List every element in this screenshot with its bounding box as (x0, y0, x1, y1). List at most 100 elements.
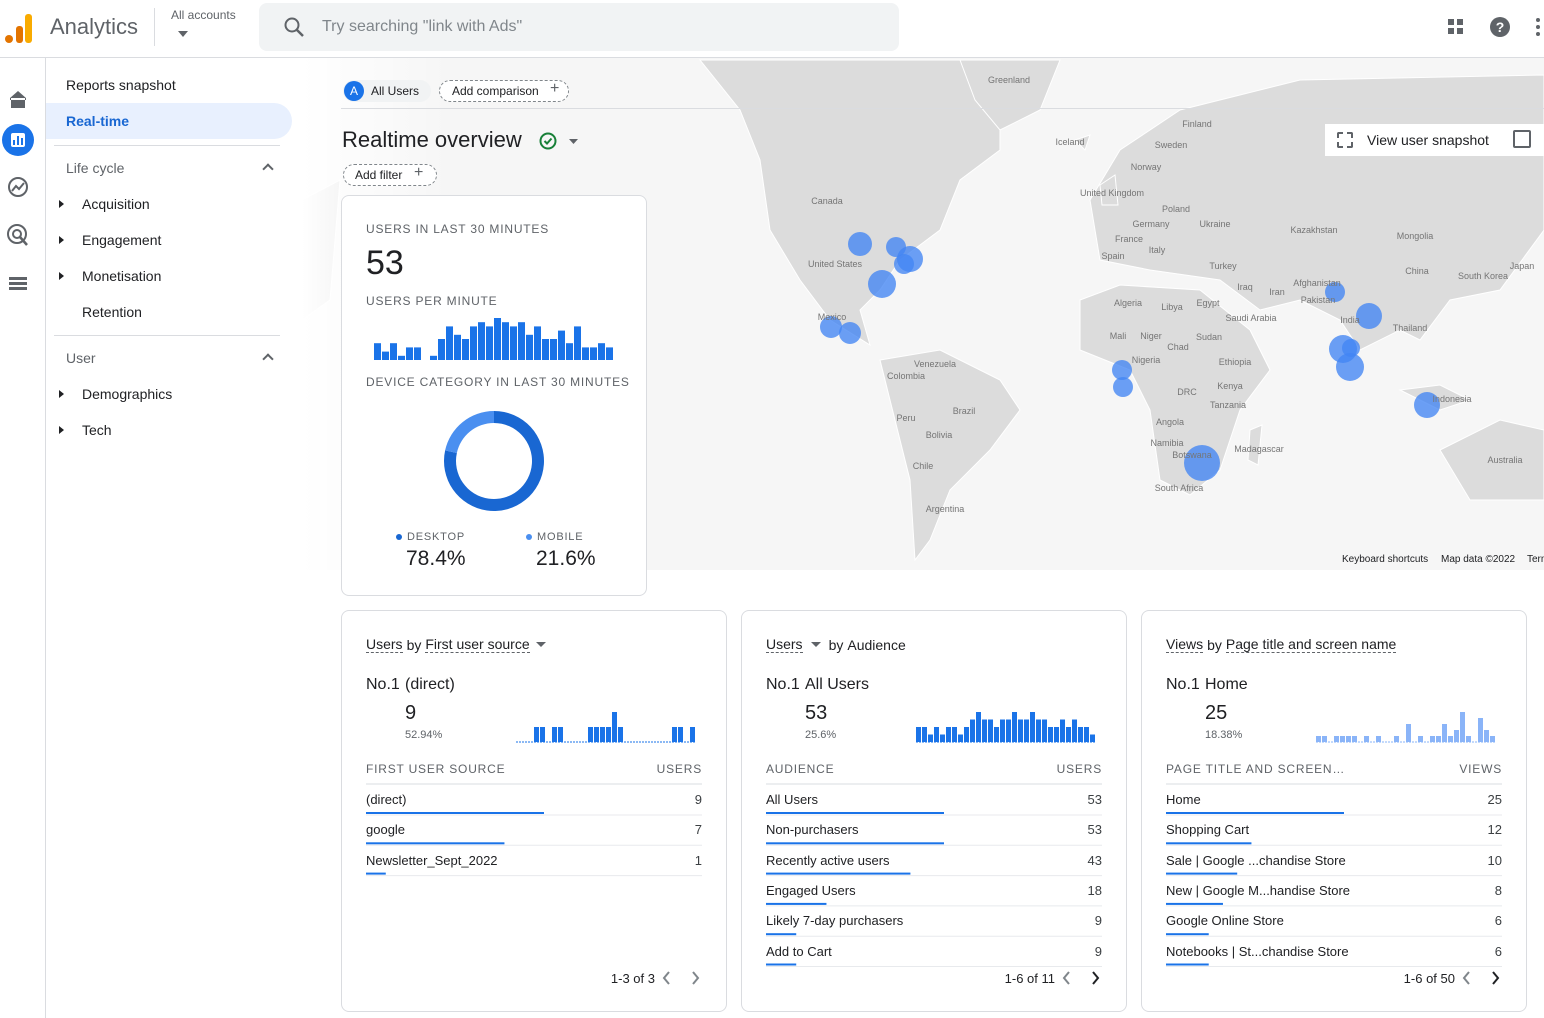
top-name: All Users (805, 676, 870, 693)
nav-divider (54, 335, 280, 336)
card-title[interactable]: Users by First user source (366, 636, 546, 653)
nav-item[interactable]: Real-time (66, 113, 130, 129)
nav-selected-bg (46, 103, 292, 139)
row-value: 6 (1494, 913, 1502, 929)
nav-item[interactable]: Acquisition (82, 196, 150, 212)
row-label[interactable]: Notebooks | St...chandise Store (1166, 943, 1349, 959)
row-label[interactable]: Home (1166, 792, 1201, 807)
map-label: South Africa (1155, 483, 1204, 493)
row-label[interactable]: Add to Cart (766, 943, 832, 959)
row-label[interactable]: Newsletter_Sept_2022 (366, 852, 498, 868)
search-box[interactable]: Try searching "link with Ads" (259, 3, 899, 51)
map-label: Kenya (1217, 381, 1243, 391)
svg-text:?: ? (1496, 19, 1505, 35)
plus-icon: + (550, 80, 560, 97)
nav-item[interactable]: Tech (82, 422, 112, 438)
row-label[interactable]: Recently active users (766, 852, 890, 868)
report-card (1141, 610, 1527, 1012)
row-label[interactable]: Non-purchasers (766, 822, 859, 838)
row-value: 53 (1087, 822, 1102, 838)
users-count: 53 (366, 244, 404, 282)
rail-icons[interactable] (0, 58, 46, 318)
nav-section-title[interactable]: Life cycle (66, 160, 125, 176)
row-label[interactable]: All Users (766, 792, 819, 807)
title-metric: Users (366, 636, 403, 653)
plus-icon: + (414, 164, 424, 181)
map-footer-text[interactable]: Keyboard shortcuts (1342, 554, 1429, 565)
pagination: 1-6 of 11 (1004, 971, 1055, 986)
row-value: 12 (1487, 822, 1502, 838)
row-label[interactable]: New | Google M...handise Store (1166, 882, 1351, 898)
view-snapshot-button[interactable]: View user snapshot (1325, 124, 1544, 156)
top-value: 9 (405, 702, 417, 724)
map-label: India (1340, 315, 1360, 325)
top-share: 18.38% (1205, 729, 1243, 741)
row-value: 9 (694, 792, 702, 807)
map-label: Indonesia (1432, 394, 1471, 404)
map-label: Spain (1101, 251, 1124, 261)
nav-item[interactable]: Monetisation (82, 268, 162, 284)
map-label: Namibia (1150, 438, 1183, 448)
map-label: Mongolia (1397, 231, 1434, 241)
row-label[interactable]: Engaged Users (766, 882, 856, 898)
row-value: 18 (1087, 882, 1102, 898)
map-label: Ukraine (1199, 219, 1230, 229)
segment-chip[interactable]: A All Users (343, 80, 431, 102)
top-rank: No.1 (366, 676, 400, 693)
edit-icon (1513, 130, 1531, 148)
row-label[interactable]: Likely 7-day purchasers (766, 913, 904, 929)
card-title[interactable]: Users by Audience (766, 636, 906, 653)
apps-icon[interactable] (1447, 18, 1465, 36)
caret (535, 642, 546, 647)
map-label: Venezuela (914, 359, 956, 369)
section-chevron (262, 353, 274, 365)
row-value: 9 (1094, 913, 1102, 929)
nav-item[interactable]: Demographics (82, 386, 173, 402)
map-label: Kazakhstan (1290, 225, 1337, 235)
nav-item[interactable]: Reports snapshot (66, 77, 176, 93)
legend-value: 78.4% (406, 547, 466, 570)
search-icon (284, 17, 304, 37)
map-label: Argentina (926, 504, 965, 514)
row-label[interactable]: Sale | Google ...chandise Store (1166, 852, 1346, 868)
nav-divider (54, 145, 280, 146)
help-icon[interactable]: ? (1489, 16, 1511, 38)
add-filter-chip[interactable]: Add filter + (343, 164, 437, 186)
segment-name: All Users (371, 84, 420, 98)
account-picker[interactable]: All accounts (171, 8, 236, 22)
top-rank: No.1 (766, 676, 800, 693)
row-label[interactable]: Google Online Store (1166, 913, 1284, 929)
map-label: Nigeria (1132, 355, 1161, 365)
user-location-bubbles (820, 232, 1440, 481)
legend-label: DESKTOP (407, 531, 465, 543)
card-title[interactable]: Views by Page title and screen name (1166, 636, 1397, 653)
more-icon[interactable] (1534, 16, 1542, 38)
device-label: DEVICE CATEGORY IN LAST 30 MINUTES (366, 375, 630, 389)
map-label: Poland (1162, 204, 1190, 214)
map-label: Peru (896, 413, 915, 423)
nav-section-title[interactable]: User (66, 350, 96, 366)
nav-item[interactable]: Engagement (82, 232, 162, 248)
top-rank: No.1 (1166, 676, 1200, 693)
account-caret[interactable] (177, 30, 189, 38)
realtime-card (341, 195, 647, 596)
row-label[interactable]: (direct) (366, 792, 407, 807)
map-label: Madagascar (1234, 444, 1284, 454)
top-value: 25 (1205, 702, 1228, 724)
row-label[interactable]: google (366, 822, 406, 838)
column-header: USERS (1056, 762, 1102, 776)
status-icon[interactable] (538, 131, 582, 151)
map-label: Algeria (1114, 298, 1142, 308)
per-minute-label: USERS PER MINUTE (366, 294, 498, 308)
map-label: China (1405, 266, 1429, 276)
map-label: Australia (1487, 455, 1522, 465)
map-label: Brazil (953, 406, 976, 416)
segment-badge: A (344, 81, 364, 101)
map-footer-text[interactable]: Terms (1527, 554, 1544, 565)
nav-item[interactable]: Retention (82, 304, 142, 320)
top-share: 25.6% (805, 729, 837, 741)
map-footer-text[interactable]: Map data ©2022 (1441, 554, 1516, 565)
add-comparison-chip[interactable]: Add comparison + (439, 80, 569, 102)
row-label[interactable]: Shopping Cart (1166, 822, 1250, 838)
map-label: Finland (1182, 119, 1212, 129)
